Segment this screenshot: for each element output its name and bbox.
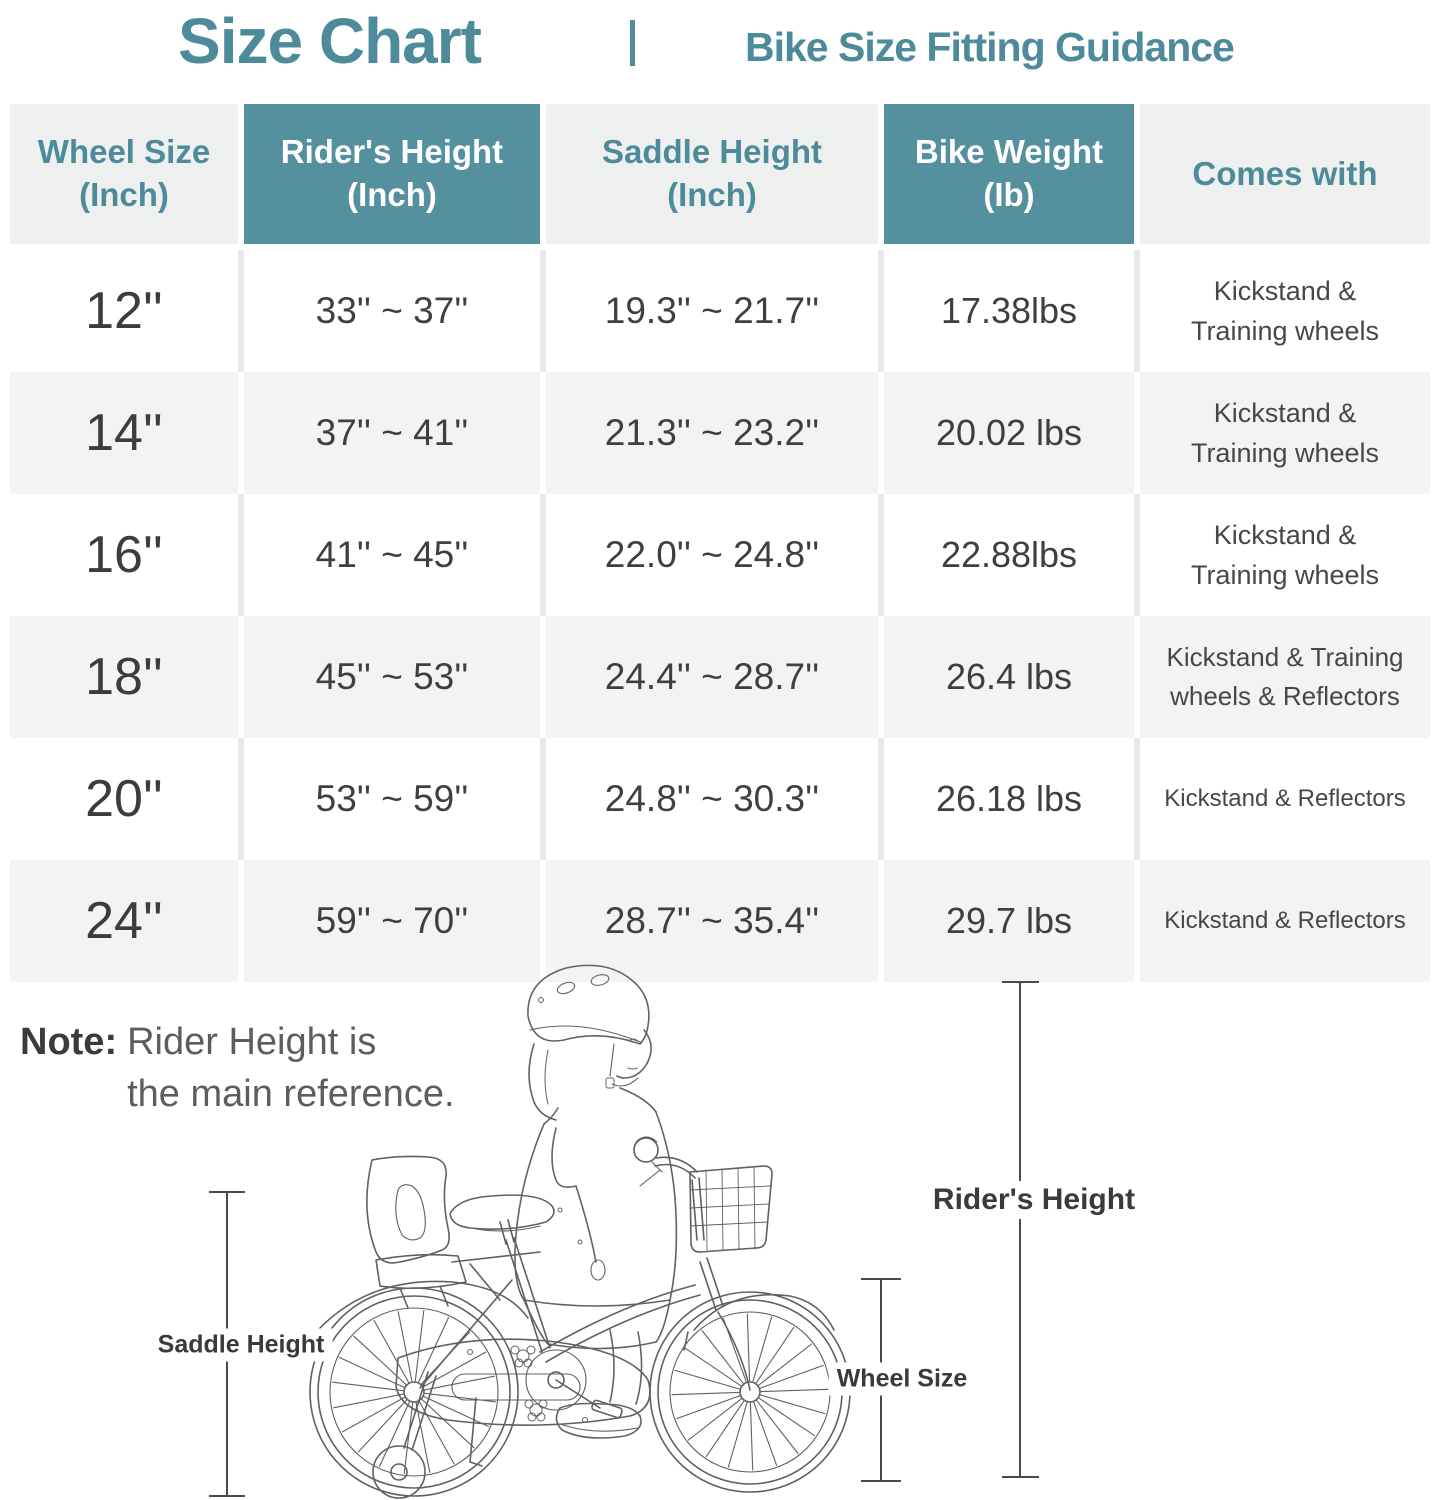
bike-weight-value: 26.18 lbs [884, 738, 1134, 860]
bike-illustration [309, 1136, 851, 1499]
flower-decals [467, 1345, 588, 1423]
header-bike-weight: Bike Weight (Ib) [884, 104, 1134, 244]
header-wheel-size: Wheel Size (Inch) [10, 104, 238, 244]
page-title: Size Chart [178, 5, 482, 77]
note-label: Note: [20, 1021, 118, 1063]
riders-height-value: 33'' ~ 37'' [244, 250, 540, 372]
table-header-row: Wheel Size (Inch) Rider's Height (Inch) … [10, 104, 1430, 244]
riders-height-value: 45'' ~ 53'' [244, 616, 540, 738]
front-wheel-spokes [671, 1313, 829, 1471]
basket-grid [689, 1166, 771, 1251]
comes-with-value: Kickstand & Training wheels & Reflectors [1140, 616, 1430, 738]
table-row: 18'' 45'' ~ 53'' 24.4'' ~ 28.7'' 26.4 lb… [10, 616, 1430, 738]
page-subtitle: Bike Size Fitting Guidance [745, 24, 1235, 70]
header-comes-with: Comes with [1140, 104, 1430, 244]
bike-fit-diagram [209, 964, 1039, 1499]
wheel-size-value: 16'' [10, 494, 238, 616]
table-row: 12'' 33'' ~ 37'' 19.3'' ~ 21.7'' 17.38lb… [10, 250, 1430, 372]
bike-weight-value: 17.38lbs [884, 250, 1134, 372]
header-riders-height: Rider's Height (Inch) [244, 104, 540, 244]
wheel-size-label: Wheel Size [828, 1362, 976, 1396]
table-row: 16'' 41'' ~ 45'' 22.0'' ~ 24.8'' 22.88lb… [10, 494, 1430, 616]
size-chart-table: Wheel Size (Inch) Rider's Height (Inch) … [10, 104, 1430, 982]
riders-height-value: 53'' ~ 59'' [244, 738, 540, 860]
saddle-height-value: 19.3'' ~ 21.7'' [546, 250, 878, 372]
riders-height-value: 41'' ~ 45'' [244, 494, 540, 616]
table-row: 14'' 37'' ~ 41'' 21.3'' ~ 23.2'' 20.02 l… [10, 372, 1430, 494]
saddle-height-value: 21.3'' ~ 23.2'' [546, 372, 878, 494]
table-row: 20'' 53'' ~ 59'' 24.8'' ~ 30.3'' 26.18 l… [10, 738, 1430, 860]
saddle-height-label: Saddle Height [149, 1328, 333, 1362]
bike-weight-value: 22.88lbs [884, 494, 1134, 616]
bike-weight-value: 26.4 lbs [884, 616, 1134, 738]
saddle-height-value: 24.8'' ~ 30.3'' [546, 738, 878, 860]
comes-with-value: Kickstand & Training wheels [1140, 250, 1430, 372]
wheel-size-value: 20'' [10, 738, 238, 860]
child-figure [514, 964, 678, 1439]
saddle-height-value: 28.7'' ~ 35.4'' [546, 860, 878, 982]
riders-height-value: 37'' ~ 41'' [244, 372, 540, 494]
note-text: Rider Height is the main reference. [127, 1021, 455, 1116]
wheel-size-value: 14'' [10, 372, 238, 494]
bike-weight-value: 20.02 lbs [884, 372, 1134, 494]
saddle-height-value: 24.4'' ~ 28.7'' [546, 616, 878, 738]
dimension-lines [209, 981, 1039, 1497]
comes-with-value: Kickstand & Reflectors [1140, 738, 1430, 860]
bike-weight-value: 29.7 lbs [884, 860, 1134, 982]
note: Note: Rider Height is the main reference… [20, 1016, 455, 1121]
saddle-height-value: 22.0'' ~ 24.8'' [546, 494, 878, 616]
comes-with-value: Kickstand & Training wheels [1140, 494, 1430, 616]
riders-height-label: Rider's Height [924, 1181, 1144, 1219]
header-saddle-height: Saddle Height (Inch) [546, 104, 878, 244]
comes-with-value: Kickstand & Reflectors [1140, 860, 1430, 982]
comes-with-value: Kickstand & Training wheels [1140, 372, 1430, 494]
riders-height-value: 59'' ~ 70'' [244, 860, 540, 982]
wheel-size-value: 24'' [10, 860, 238, 982]
wheel-size-value: 18'' [10, 616, 238, 738]
wheel-size-value: 12'' [10, 250, 238, 372]
table-row: 24'' 59'' ~ 70'' 28.7'' ~ 35.4'' 29.7 lb… [10, 860, 1430, 982]
title-divider [630, 20, 635, 66]
